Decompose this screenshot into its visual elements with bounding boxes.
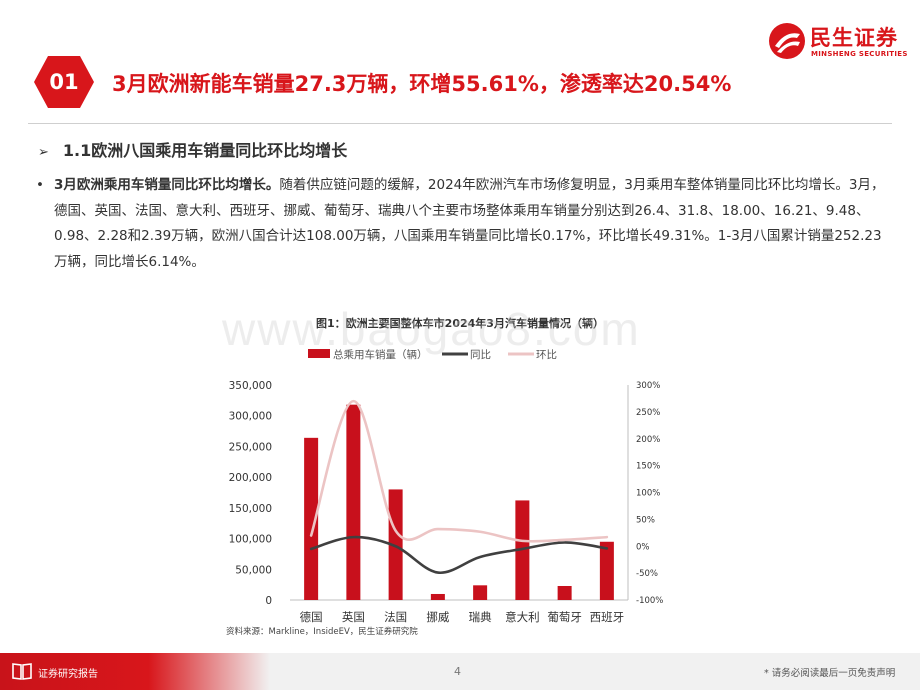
footer-label: 证券研究报告 <box>38 669 98 680</box>
y-left-tick-label: 150,000 <box>229 503 272 515</box>
section-number: 01 <box>49 70 79 94</box>
section-badge-icon <box>34 56 94 108</box>
logo-name-en: MINSHENG SECURITIES <box>811 50 908 58</box>
y-right-tick-label: 200% <box>636 435 660 445</box>
bar-1 <box>304 437 319 600</box>
bar-8 <box>599 541 614 600</box>
paragraph-body: 随着供应链问题的缓解，2024年欧洲汽车市场修复明显，3月乘用车整体销量同比环比… <box>54 177 885 270</box>
x-tick-label: 法国 <box>384 610 407 624</box>
y-right-tick-label: 150% <box>636 462 660 472</box>
legend-label: 总乘用车销量（辆） <box>333 348 428 361</box>
chart-source: 资料来源：Markline，InsideEV，民生证券研究院 <box>226 627 418 637</box>
legend-swatch-bar <box>308 349 330 358</box>
page-number: 4 <box>454 665 461 678</box>
bar-3 <box>388 489 403 600</box>
bar-7 <box>557 585 572 600</box>
y-left-tick-label: 200,000 <box>229 472 272 484</box>
watermark: www.baogao8.com <box>222 303 641 355</box>
y-left-tick-label: 250,000 <box>229 441 272 453</box>
chart-title: 图1：欧洲主要国整体车市2024年3月汽车销量情况（辆） <box>316 317 604 330</box>
y-right-tick-label: -100% <box>636 596 663 606</box>
x-tick-label: 意大利 <box>505 610 540 624</box>
y-right-tick-label: 0% <box>636 542 650 552</box>
summary-paragraph: • 3月欧洲乘用车销量同比环比均增长。随着供应链问题的缓解，2024年欧洲汽车市… <box>36 173 891 275</box>
legend-label: 同比 <box>470 348 491 361</box>
line-series-mom <box>309 399 609 543</box>
footer-accent <box>0 653 270 690</box>
y-left-tick-label: 300,000 <box>229 411 272 423</box>
arrow-bullet-icon: ➢ <box>38 145 49 160</box>
book-icon <box>12 663 32 680</box>
logo-name-cn: 民生证券 <box>810 26 898 50</box>
logo-mark-icon <box>769 23 805 59</box>
bar-4 <box>430 593 445 600</box>
y-right-tick-label: 300% <box>636 381 660 391</box>
x-tick-label: 葡萄牙 <box>547 610 582 624</box>
y-right-tick-label: -50% <box>636 569 658 579</box>
paragraph-lead: 3月欧洲乘用车销量同比环比均增长。 <box>54 177 280 193</box>
bar-2 <box>346 404 361 600</box>
line-series-yoy <box>309 535 609 574</box>
x-tick-label: 英国 <box>342 610 365 624</box>
y-left-tick-label: 100,000 <box>229 534 272 546</box>
x-tick-label: 德国 <box>300 610 323 624</box>
x-tick-label: 挪威 <box>426 610 449 624</box>
page-title: 3月欧洲新能车销量27.3万辆，环增55.61%，渗透率达20.54% <box>112 72 732 96</box>
company-logo: 民生证券 MINSHENG SECURITIES <box>768 20 908 64</box>
x-tick-label: 瑞典 <box>469 610 492 624</box>
bullet-dot-icon: • <box>36 177 44 193</box>
title-divider <box>28 123 892 124</box>
y-left-tick-label: 350,000 <box>229 380 272 392</box>
y-right-tick-label: 100% <box>636 489 660 499</box>
legend-label: 环比 <box>536 348 557 361</box>
x-tick-label: 西班牙 <box>590 610 625 624</box>
y-right-tick-label: 250% <box>636 408 660 418</box>
subheading: ➢ 1.1欧洲八国乘用车销量同比环比均增长 <box>38 137 347 161</box>
footer-disclaimer: * 请务必阅读最后一页免责声明 <box>764 668 896 679</box>
y-left-tick-label: 0 <box>265 595 272 607</box>
subheading-text: 1.1欧洲八国乘用车销量同比环比均增长 <box>62 141 348 160</box>
y-left-tick-label: 50,000 <box>235 564 272 576</box>
y-right-tick-label: 50% <box>636 515 655 525</box>
bar-5 <box>473 585 488 600</box>
